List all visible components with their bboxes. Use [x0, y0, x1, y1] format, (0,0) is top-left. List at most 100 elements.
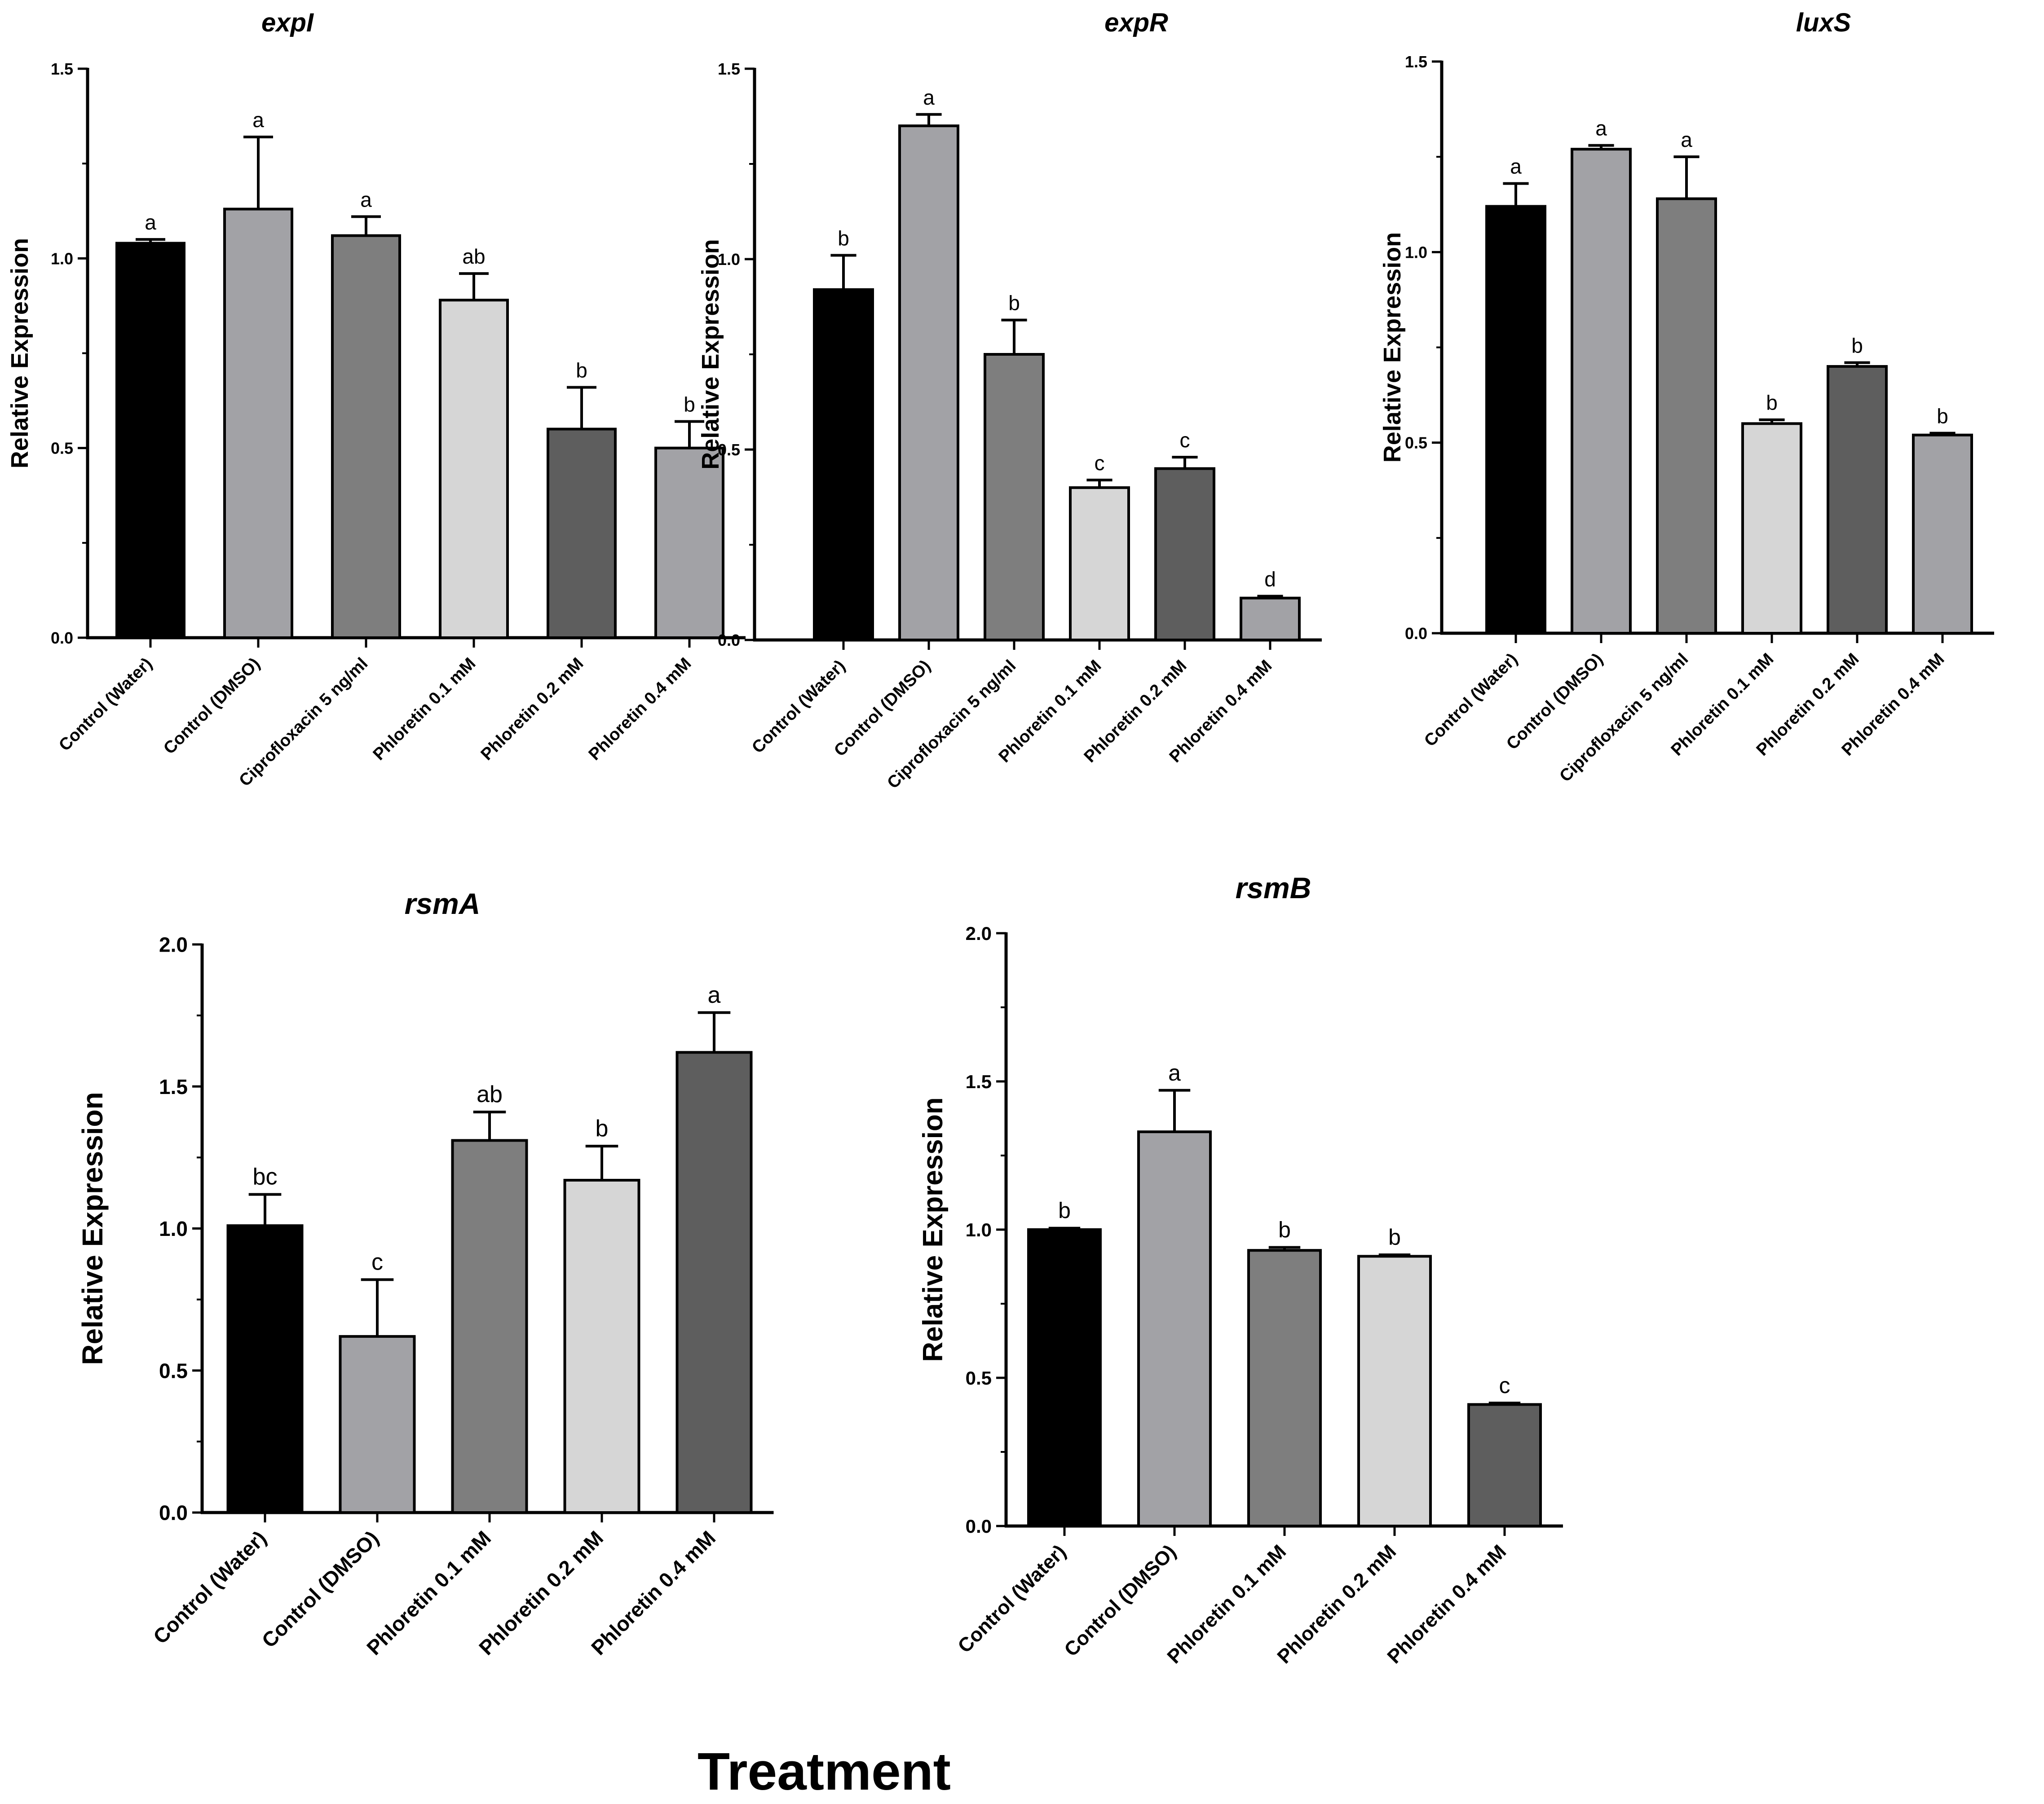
chart-title: expR	[1104, 8, 1168, 37]
bar	[898, 124, 959, 642]
y-tick-label: 1.5	[51, 60, 73, 78]
y-tick-label: 1.5	[159, 1075, 188, 1098]
y-axis-title: Relative Expression	[76, 1092, 109, 1365]
significance-label: b	[1851, 334, 1863, 357]
y-tick-label: 1.0	[966, 1219, 992, 1240]
y-tick-label: 0.0	[1405, 624, 1427, 643]
category-label: Control (Water)	[55, 654, 156, 755]
y-axis-title: Relative Expression	[918, 1097, 949, 1362]
category-label: Phloretin 0.2 mM	[1273, 1540, 1400, 1668]
bar	[226, 1224, 304, 1514]
panel-expR: expR Relative Expression 0.0 0.5 1.0 1.5 b Cont…	[697, 8, 1322, 793]
significance-label: a	[360, 188, 372, 211]
chart-title: rsmA	[405, 887, 481, 920]
bar	[1154, 467, 1215, 642]
y-tick-label: 2.0	[159, 933, 188, 957]
y-tick-label: 1.5	[966, 1071, 992, 1092]
bar	[984, 353, 1045, 641]
y-tick-label: 0.5	[159, 1359, 188, 1382]
y-tick-label: 1.0	[51, 249, 73, 268]
bar	[331, 234, 401, 639]
significance-label: b	[576, 359, 587, 382]
category-label: Phloretin 0.4 mM	[1383, 1540, 1510, 1668]
significance-label: a	[1510, 155, 1522, 178]
y-tick-label: 0.0	[51, 629, 73, 647]
bar	[1485, 205, 1546, 635]
category-label: Control (DMSO)	[1060, 1540, 1180, 1661]
chart-title: expI	[261, 8, 314, 37]
bar	[1571, 148, 1632, 635]
y-axis-title: Relative Expression	[1379, 232, 1406, 463]
category-label: Phloretin 0.1 mM	[1163, 1540, 1290, 1668]
significance-label: a	[923, 86, 935, 109]
significance-label: a	[252, 108, 264, 132]
bar	[451, 1139, 528, 1514]
significance-label: a	[1168, 1060, 1181, 1085]
bar	[1656, 197, 1717, 635]
bar	[563, 1178, 640, 1514]
y-tick-label: 1.0	[159, 1217, 188, 1240]
bar	[1741, 422, 1802, 635]
category-label: Phloretin 0.2 mM	[474, 1526, 608, 1659]
chart-title: rsmB	[1236, 871, 1311, 904]
significance-label: bc	[253, 1164, 278, 1190]
significance-label: b	[596, 1116, 609, 1142]
significance-label: b	[838, 227, 849, 250]
y-axis-title: Relative Expression	[6, 238, 33, 468]
y-tick-label: 1.0	[1405, 243, 1427, 261]
panel-expI: expI Relative Expression 0.0 0.5 1.0 1.5 a Cont…	[6, 8, 746, 790]
category-label: Phloretin 0.4 mM	[585, 654, 695, 764]
category-label: Control (DMSO)	[160, 654, 264, 758]
category-label: Phloretin 0.1 mM	[362, 1526, 495, 1659]
bar	[1137, 1130, 1212, 1527]
y-tick-label: 0.5	[1405, 434, 1427, 452]
category-label: Control (Water)	[1421, 650, 1521, 750]
y-tick-label: 1.5	[718, 60, 740, 78]
significance-label: b	[1058, 1198, 1071, 1223]
category-label: Phloretin 0.2 mM	[477, 654, 587, 764]
significance-label: b	[1766, 391, 1778, 415]
category-label: Control (DMSO)	[257, 1526, 383, 1652]
bar	[1240, 596, 1301, 641]
bar	[547, 428, 617, 640]
significance-label: c	[1180, 428, 1190, 452]
category-label: Control (Water)	[954, 1540, 1070, 1657]
bar	[1069, 486, 1130, 642]
panel-luxS: luxS Relative Expression 0.0 0.5 1.0 1.5 a Cont…	[1379, 8, 1994, 786]
bar	[439, 299, 509, 639]
category-label: Phloretin 0.1 mM	[370, 654, 480, 764]
y-tick-label: 0.5	[718, 441, 740, 459]
y-tick-label: 0.0	[966, 1516, 992, 1537]
significance-label: b	[1937, 404, 1948, 428]
significance-label: a	[145, 211, 156, 234]
bar	[1467, 1403, 1542, 1527]
chart-title: luxS	[1796, 8, 1851, 37]
bar	[223, 207, 293, 639]
panel-rsmB: rsmB Relative Expression 0.0 0.5 1.0 1.5 2.0 b C…	[918, 871, 1563, 1668]
treatment-axis-label: Treatment	[698, 1742, 951, 1801]
bar	[1357, 1255, 1432, 1527]
significance-label: c	[1499, 1373, 1510, 1398]
y-axis-title: Relative Expression	[697, 239, 724, 469]
significance-label: c	[1095, 451, 1105, 475]
y-tick-label: 2.0	[966, 923, 992, 944]
y-tick-label: 1.5	[1405, 53, 1427, 71]
significance-label: ab	[477, 1081, 503, 1107]
bar	[675, 1051, 753, 1514]
significance-label: a	[708, 982, 721, 1008]
significance-label: b	[1008, 291, 1020, 315]
significance-label: b	[1278, 1217, 1291, 1243]
y-tick-label: 0.5	[51, 439, 73, 458]
significance-label: a	[1595, 117, 1607, 140]
bar	[115, 242, 185, 639]
significance-label: b	[1388, 1225, 1401, 1250]
bar	[1827, 365, 1888, 635]
bar	[1027, 1228, 1102, 1527]
y-tick-label: 0.0	[718, 631, 740, 649]
y-tick-label: 0.5	[966, 1367, 992, 1389]
bar	[1912, 433, 1973, 635]
significance-label: a	[1681, 128, 1692, 151]
bar	[654, 446, 724, 640]
significance-label: b	[684, 393, 695, 416]
